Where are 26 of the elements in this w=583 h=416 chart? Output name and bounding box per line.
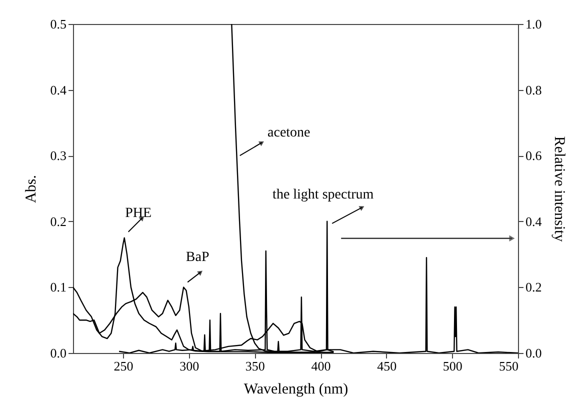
- x-tick-label: 400: [311, 358, 331, 374]
- annotation: BaP: [186, 250, 210, 266]
- annotation: PHE: [125, 206, 152, 221]
- x-tick-label: 500: [442, 358, 462, 374]
- x-tick-label: 350: [245, 358, 265, 374]
- x-tick-label: 550: [499, 358, 518, 374]
- x-tick-label: 450: [377, 358, 397, 374]
- y2-tick-label: 1.0: [526, 16, 542, 32]
- y2-tick-label: 0.4: [526, 214, 542, 229]
- x-tick-label: 250: [114, 358, 134, 374]
- y2-tick-label: 0.6: [526, 148, 542, 164]
- y-tick-label: 0.5: [50, 16, 66, 32]
- y-axis-title: Abs.: [23, 175, 40, 203]
- x-axis-title: Wavelength (nm): [244, 382, 348, 398]
- y2-tick-label: 0.0: [526, 346, 542, 360]
- y-tick-label: 0.3: [50, 148, 66, 164]
- y-tick-label: 0.0: [50, 346, 66, 360]
- x-tick-label: 300: [180, 358, 200, 374]
- y-tick-label: 0.4: [50, 82, 67, 98]
- y2-tick-label: 0.2: [526, 280, 542, 295]
- annotation: acetone: [268, 126, 310, 141]
- y2-axis-title: Relative intensity: [550, 136, 567, 242]
- y-tick-label: 0.1: [50, 280, 66, 295]
- y-tick-label: 0.2: [50, 214, 66, 229]
- y2-tick-label: 0.8: [526, 82, 542, 98]
- annotation: the light spectrum: [272, 187, 374, 202]
